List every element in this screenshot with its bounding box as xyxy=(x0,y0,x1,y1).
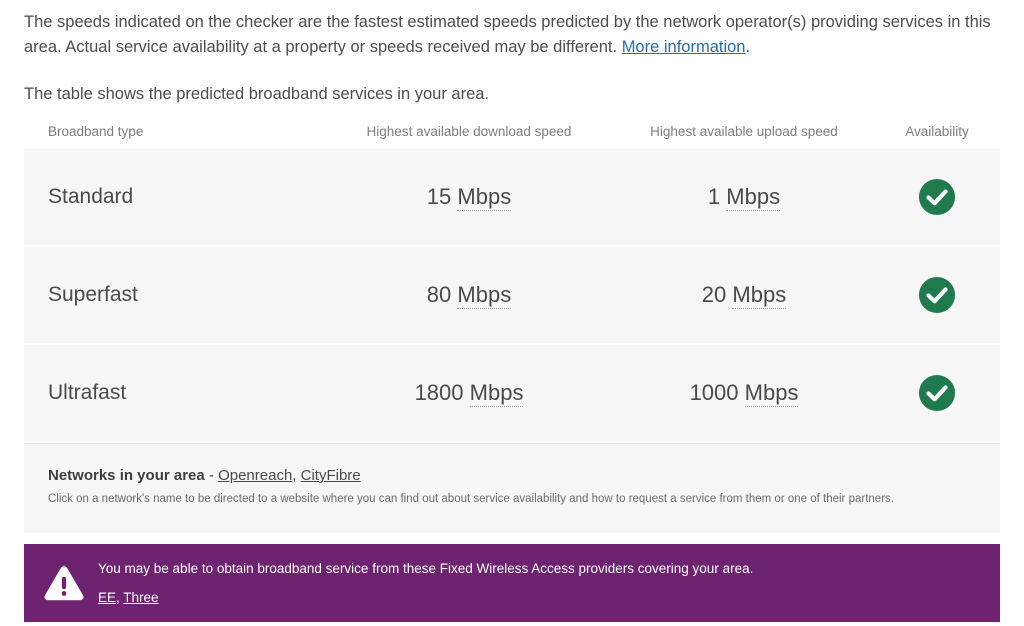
download-speed-value: 15 Mbps xyxy=(426,183,512,211)
upload-speed-number: 20 xyxy=(701,282,727,307)
upload-speed-value: 20 Mbps xyxy=(701,281,787,309)
cell-availability xyxy=(874,374,1000,412)
cell-download-speed: 80 Mbps xyxy=(324,281,614,309)
download-speed-unit: Mbps xyxy=(457,184,512,211)
table-body: Standard 15 Mbps 1 Mbps Supe xyxy=(24,149,1000,533)
table-row: Superfast 80 Mbps 20 Mbps xyxy=(24,247,1000,345)
network-link-cityfibre[interactable]: CityFibre xyxy=(300,467,361,484)
networks-in-area-section: Networks in your area - Openreach, CityF… xyxy=(24,443,1000,533)
network-link-openreach[interactable]: Openreach xyxy=(218,467,293,484)
alert-provider-links: EE, Three xyxy=(98,588,753,607)
provider-link-three[interactable]: Three xyxy=(123,590,159,605)
cell-broadband-type: Standard xyxy=(24,184,324,210)
upload-speed-value: 1000 Mbps xyxy=(690,379,799,407)
upload-speed-number: 1 xyxy=(707,184,721,209)
column-header-upload-speed: Highest available upload speed xyxy=(650,124,838,139)
alert-body: You may be able to obtain broadband serv… xyxy=(90,559,753,607)
provider-separator: , xyxy=(116,590,124,605)
networks-title-label: Networks in your area xyxy=(48,467,205,484)
intro-paragraph-period: . xyxy=(745,38,751,56)
cell-download-speed: 1800 Mbps xyxy=(324,379,614,407)
column-header-download-speed: Highest available download speed xyxy=(366,124,572,139)
column-header-broadband-type: Broadband type xyxy=(48,124,144,139)
cell-availability xyxy=(874,178,1000,216)
more-information-link[interactable]: More information xyxy=(621,38,746,56)
green-check-circle-icon xyxy=(918,276,956,314)
upload-speed-value: 1 Mbps xyxy=(707,183,781,211)
download-speed-unit: Mbps xyxy=(469,380,524,407)
broadband-type-label: Ultrafast xyxy=(48,381,127,404)
cell-upload-speed: 1 Mbps xyxy=(614,183,874,211)
upload-speed-unit: Mbps xyxy=(726,184,781,211)
networks-title-separator: - xyxy=(204,467,219,484)
table-row: Standard 15 Mbps 1 Mbps xyxy=(24,149,1000,247)
intro-paragraph-text: The speeds indicated on the checker are … xyxy=(24,13,991,56)
table-header-row: Broadband type Highest available downloa… xyxy=(24,124,1000,149)
cell-availability xyxy=(874,276,1000,314)
table-row: Ultrafast 1800 Mbps 1000 Mbps xyxy=(24,345,1000,443)
cell-broadband-type: Ultrafast xyxy=(24,380,324,406)
green-check-circle-icon xyxy=(918,178,956,216)
networks-operator-separator: , xyxy=(292,467,301,484)
intro-section: The speeds indicated on the checker are … xyxy=(0,0,1024,107)
fixed-wireless-access-alert: You may be able to obtain broadband serv… xyxy=(24,544,1000,622)
download-speed-value: 1800 Mbps xyxy=(415,379,524,407)
provider-link-ee[interactable]: EE xyxy=(98,590,117,605)
networks-note: Click on a network's name to be directed… xyxy=(48,493,894,505)
cell-upload-speed: 1000 Mbps xyxy=(614,379,874,407)
broadband-type-label: Superfast xyxy=(48,283,138,306)
upload-speed-number: 1000 xyxy=(689,380,739,405)
broadband-speed-table: Broadband type Highest available downloa… xyxy=(24,124,1000,533)
broadband-type-label: Standard xyxy=(48,185,134,208)
cell-download-speed: 15 Mbps xyxy=(324,183,614,211)
alert-message: You may be able to obtain broadband serv… xyxy=(98,561,754,576)
warning-triangle-icon xyxy=(38,559,90,607)
download-speed-number: 1800 xyxy=(414,380,464,405)
green-check-circle-icon xyxy=(918,374,956,412)
download-speed-number: 15 xyxy=(426,184,452,209)
cell-broadband-type: Superfast xyxy=(24,282,324,308)
download-speed-number: 80 xyxy=(426,282,452,307)
download-speed-unit: Mbps xyxy=(457,282,512,309)
download-speed-value: 80 Mbps xyxy=(426,281,512,309)
cell-upload-speed: 20 Mbps xyxy=(614,281,874,309)
table-description: The table shows the predicted broadband … xyxy=(24,85,490,103)
upload-speed-unit: Mbps xyxy=(732,282,787,309)
networks-title-line: Networks in your area - Openreach, CityF… xyxy=(48,466,976,486)
intro-paragraph: The speeds indicated on the checker are … xyxy=(24,10,1000,60)
column-header-availability: Availability xyxy=(905,124,969,139)
upload-speed-unit: Mbps xyxy=(744,380,799,407)
